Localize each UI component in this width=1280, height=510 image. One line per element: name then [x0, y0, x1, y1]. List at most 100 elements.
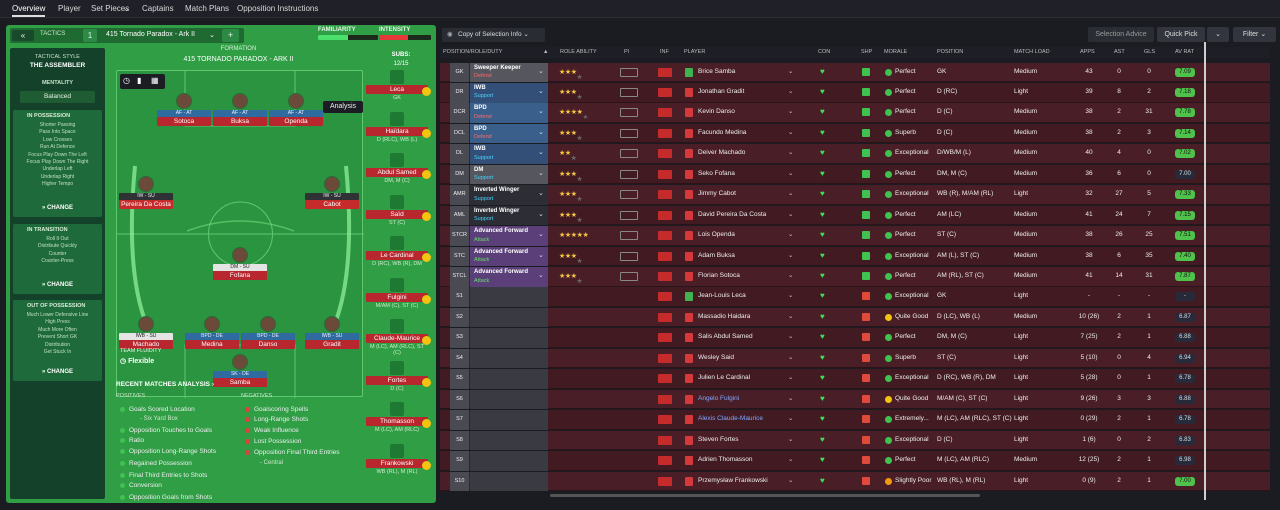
swap-arrow-icon[interactable]	[422, 294, 431, 304]
chevron-down-icon[interactable]: ⌄	[788, 210, 794, 218]
chevron-down-icon[interactable]: ⌄	[788, 128, 794, 136]
position-cell[interactable]: DM	[450, 164, 469, 185]
position-cell[interactable]: S5	[450, 369, 469, 389]
table-row[interactable]: S1 Jean-Louis Leca ⌄ ♥ Exceptional GK Light - - -…	[440, 287, 1270, 308]
chevron-down-icon[interactable]: ⌄	[788, 476, 794, 484]
table-row[interactable]: S7 Alexis Claude-Maurice ⌄ ♥ Extremely... M (…	[440, 410, 1270, 430]
tactic-slot-number[interactable]: 1	[83, 29, 97, 42]
tab-captains[interactable]: Captains	[142, 4, 174, 13]
swap-arrow-icon[interactable]	[422, 377, 431, 387]
pitch-player[interactable]: IWB - SU Gradit	[305, 316, 359, 349]
table-row[interactable]: S10 Przemysław Frankowski ⌄ ♥ Slightly Poor W…	[440, 471, 1270, 492]
quick-pick-button[interactable]: Quick Pick	[1157, 27, 1205, 42]
pitch-player[interactable]: AF - AT Openda	[269, 93, 323, 126]
analysis-button[interactable]: Analysis	[323, 101, 363, 113]
horizontal-scrollbar[interactable]	[550, 494, 980, 497]
player-name[interactable]: Jimmy Cabot	[698, 190, 736, 198]
chevron-down-icon[interactable]: ⌄	[538, 108, 544, 116]
position-cell[interactable]: DR	[450, 82, 469, 103]
table-row[interactable]: DCR BPD Defend ⌄ ★★★★ ★ Kevin Danso ⌄ ♥ Perfect D …	[440, 103, 1270, 123]
chevron-down-icon[interactable]: ⌄	[538, 87, 544, 95]
chevron-down-icon[interactable]: ⌄	[538, 128, 544, 136]
player-name[interactable]: Adam Buksa	[698, 251, 735, 259]
filter-button[interactable]: Filter ⌄	[1233, 27, 1276, 42]
chevron-down-icon[interactable]: ⌄	[538, 169, 544, 177]
col-position-role-duty[interactable]: POSITION/ROLE/DUTY	[443, 49, 503, 55]
col-gls[interactable]: GLS	[1144, 49, 1156, 55]
table-row[interactable]: S4 Wesley Said ⌄ ♥ Superb ST (C) Light 5 (10) 0 4…	[440, 348, 1270, 369]
player-instructions-icon[interactable]	[620, 272, 638, 281]
pitch-player[interactable]: DM - SU Fofana	[213, 247, 267, 280]
chevron-down-icon[interactable]: ⌄	[788, 353, 794, 361]
position-cell[interactable]: S3	[450, 328, 469, 348]
tab-match-plans[interactable]: Match Plans	[185, 4, 230, 13]
selection-advice-button[interactable]: Selection Advice	[1088, 27, 1154, 42]
player-instructions-icon[interactable]	[620, 149, 638, 159]
chevron-down-icon[interactable]: ⌄	[209, 32, 215, 39]
chart-icon[interactable]: ▮	[137, 76, 142, 85]
chevron-down-icon[interactable]: ⌄	[788, 108, 794, 116]
player-name[interactable]: Florian Sotoca	[698, 272, 740, 279]
position-cell[interactable]: AML	[450, 205, 469, 226]
col-match-load[interactable]: MATCH LOAD	[1014, 49, 1050, 55]
player-name[interactable]: Angelo Fulgini	[698, 394, 740, 402]
chevron-down-icon[interactable]: ⌄	[538, 149, 544, 157]
col-role-ability[interactable]: ROLE ABILITY	[560, 49, 597, 55]
player-name[interactable]: Wesley Said	[698, 353, 735, 361]
change-button[interactable]: » CHANGE	[41, 205, 74, 211]
tab-overview[interactable]: Overview	[12, 0, 46, 17]
table-row[interactable]: DR IWB Support ⌄ ★★★ ★ ★ Jonathan Gradit ⌄ ♥ Perfe…	[440, 82, 1270, 103]
table-row[interactable]: S8 Steven Fortes ⌄ ♥ Exceptional D (C) Light 1 …	[440, 430, 1270, 451]
sub-player[interactable]: Fulgini M/AM (C), ST (C)	[366, 277, 428, 309]
player-name[interactable]: Kevin Danso	[698, 108, 735, 116]
table-row[interactable]: S3 Salis Abdul Samed ⌄ ♥ Perfect DM, M (C) Lig…	[440, 328, 1270, 348]
swap-arrow-icon[interactable]	[422, 460, 431, 470]
player-instructions-icon[interactable]	[620, 87, 638, 97]
sub-player[interactable]: Haïdara D (RLC), WB (L)	[366, 111, 428, 143]
chevron-down-icon[interactable]: ⌄	[538, 251, 544, 259]
col-av-rat[interactable]: AV RAT	[1175, 49, 1195, 55]
sub-player[interactable]: Leca GK	[366, 70, 428, 101]
position-cell[interactable]: DL	[450, 144, 469, 164]
tactic-name[interactable]: 415 Tornado Paradox - Ark II	[106, 31, 195, 38]
player-instructions-icon[interactable]	[620, 210, 638, 220]
table-row[interactable]: S2 Massadio Haidara ⌄ ♥ Quite Good D (LC), WB…	[440, 307, 1270, 328]
pitch-view-toolbar[interactable]: ◷ ▮ ▦	[120, 74, 165, 89]
swap-arrow-icon[interactable]	[422, 419, 431, 428]
role-select[interactable]: BPD Defend ⌄	[470, 103, 548, 123]
player-instructions-icon[interactable]	[620, 231, 638, 241]
table-row[interactable]: DCL BPD Defend ⌄ ★★★ ★ ★ Facundo Medina ⌄ ♥ Superb…	[440, 123, 1270, 144]
vertical-scrollbar[interactable]	[1204, 42, 1206, 500]
chevron-down-icon[interactable]: ⌄	[788, 149, 794, 157]
pitch-player[interactable]: BPD - DE Danso	[241, 316, 295, 349]
out-of-possession-box[interactable]: OUT OF POSSESSION Much Lower Defensive L…	[13, 300, 102, 381]
pitch-player[interactable]: SK - DE Samba	[213, 354, 267, 387]
col-player[interactable]: PLAYER	[684, 49, 706, 55]
player-name[interactable]: Jean-Louis Leca	[698, 292, 746, 300]
position-cell[interactable]: S10	[450, 471, 469, 492]
position-cell[interactable]: AMR	[450, 185, 469, 205]
table-row[interactable]: GK Sweeper Keeper Defend ⌄ ★★★ ★ ★ Brice Samba ⌄…	[440, 62, 1270, 83]
player-name[interactable]: Adrien Thomasson	[698, 456, 753, 464]
player-instructions-icon[interactable]	[620, 190, 638, 200]
role-select[interactable]: BPD Defend ⌄	[470, 123, 548, 144]
chevron-down-icon[interactable]: ⌄	[788, 374, 794, 382]
chevron-down-icon[interactable]: ⌄	[788, 87, 794, 95]
swap-arrow-icon[interactable]	[422, 128, 431, 138]
chevron-down-icon[interactable]: ⌄	[788, 272, 794, 279]
sub-player[interactable]: Le Cardinal D (RC), WB (R), DM	[366, 236, 428, 267]
change-button[interactable]: » CHANGE	[41, 282, 74, 288]
copy-selection-info-button[interactable]: ◉ Copy of Selection Info ⌄	[442, 28, 545, 42]
chevron-down-icon[interactable]: ⌄	[788, 169, 794, 177]
chevron-down-icon[interactable]: ⌄	[788, 231, 794, 239]
position-cell[interactable]: S8	[450, 430, 469, 451]
role-select[interactable]: IWB Support ⌄	[470, 144, 548, 164]
role-select[interactable]: DM Support ⌄	[470, 164, 548, 185]
player-name[interactable]: Jonathan Gradit	[698, 87, 745, 95]
player-name[interactable]: Deiver Machado	[698, 149, 746, 157]
player-name[interactable]: Facundo Medina	[698, 128, 747, 136]
role-select[interactable]: Sweeper Keeper Defend ⌄	[470, 62, 548, 83]
sub-player[interactable]: Claude-Maurice M (LC), AM (RLC), ST (C)	[366, 319, 428, 356]
in-transition-box[interactable]: IN TRANSITION Roll It Out Distribute Quic…	[13, 224, 102, 294]
sub-player[interactable]: Fortes D (C)	[366, 360, 428, 392]
